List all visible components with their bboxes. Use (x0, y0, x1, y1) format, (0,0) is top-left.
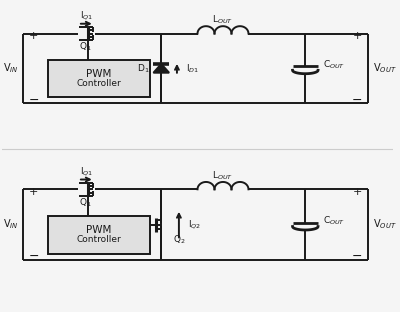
Polygon shape (154, 64, 169, 73)
Text: Q$_2$: Q$_2$ (173, 234, 186, 246)
Text: +: + (353, 32, 362, 41)
Text: C$_{OUT}$: C$_{OUT}$ (323, 58, 345, 71)
Text: V$_{IN}$: V$_{IN}$ (2, 61, 18, 75)
Text: Controller: Controller (77, 79, 122, 88)
FancyBboxPatch shape (48, 60, 150, 97)
Text: −: − (352, 94, 362, 107)
Text: Q$_1$: Q$_1$ (80, 41, 92, 53)
Text: +: + (29, 32, 38, 41)
Text: PWM: PWM (86, 69, 112, 79)
FancyBboxPatch shape (48, 216, 150, 254)
Text: −: − (29, 94, 40, 107)
Text: V$_{IN}$: V$_{IN}$ (2, 218, 18, 232)
Text: I$_{Q2}$: I$_{Q2}$ (188, 218, 201, 231)
Text: I$_{D1}$: I$_{D1}$ (186, 62, 199, 75)
Text: −: − (29, 251, 40, 263)
Text: Controller: Controller (77, 236, 122, 244)
Text: C$_{OUT}$: C$_{OUT}$ (323, 214, 345, 227)
Text: V$_{OUT}$: V$_{OUT}$ (373, 218, 396, 232)
Text: +: + (353, 187, 362, 197)
Text: I$_{Q1}$: I$_{Q1}$ (80, 165, 93, 178)
Text: L$_{OUT}$: L$_{OUT}$ (212, 169, 234, 182)
Text: L$_{OUT}$: L$_{OUT}$ (212, 13, 234, 26)
Text: Q$_1$: Q$_1$ (80, 197, 92, 209)
Text: V$_{OUT}$: V$_{OUT}$ (373, 61, 396, 75)
Text: −: − (352, 251, 362, 263)
Text: I$_{Q1}$: I$_{Q1}$ (80, 9, 93, 22)
Text: +: + (29, 187, 38, 197)
Text: D$_1$: D$_1$ (137, 62, 150, 75)
Text: PWM: PWM (86, 225, 112, 235)
